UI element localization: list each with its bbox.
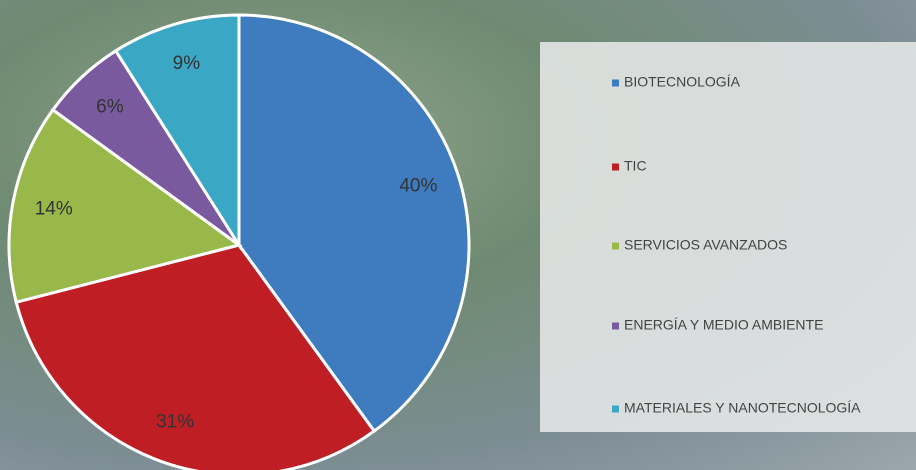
legend-label: BIOTECNOLOGÍA [624,74,741,90]
legend-marker [612,406,619,413]
legend-marker [612,80,619,87]
data-label: 14% [35,199,73,220]
legend-label: TIC [624,158,647,174]
data-label: 40% [399,176,437,197]
chart-area: 40% 31% 14% 6% 9% BIOTECNOLOGÍA TIC SERVICIOS A… [0,0,916,470]
data-label: 31% [156,411,194,432]
legend-marker [612,243,619,250]
legend-marker [612,164,619,171]
legend-marker [612,323,619,330]
legend-label: SERVICIOS AVANZADOS [624,237,787,253]
legend-label: MATERIALES Y NANOTECNOLOGÍA [624,400,861,416]
chart: 40% 31% 14% 6% 9% BIOTECNOLOGÍA TIC SERVICIOS A… [0,0,916,470]
legend-label: ENERGÍA Y MEDIO AMBIENTE [624,317,823,333]
data-label: 6% [96,97,124,118]
data-label: 9% [173,53,201,74]
